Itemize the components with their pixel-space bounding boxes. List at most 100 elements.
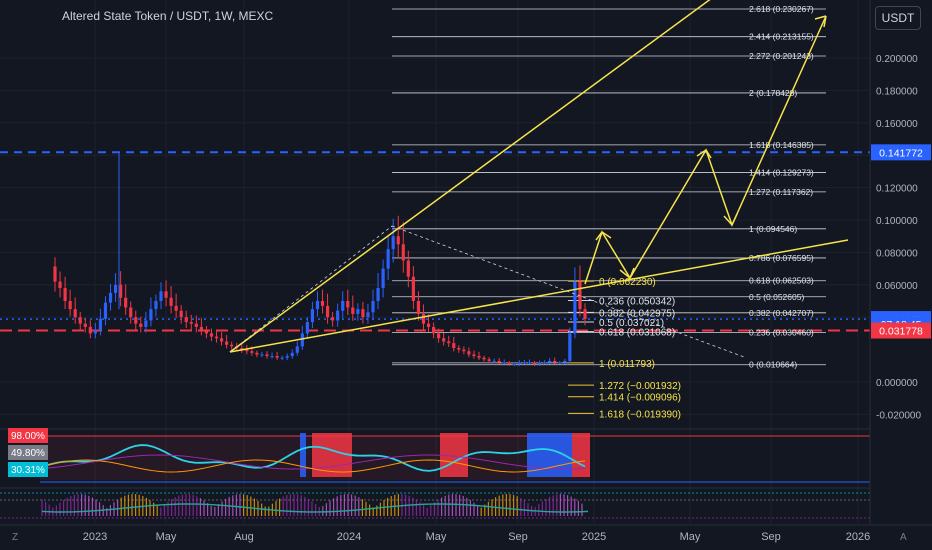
fib-level-label: 0.236 (0.050342)	[599, 296, 675, 307]
rsi-badge-text: 98.00%	[11, 431, 45, 442]
candle-body	[421, 313, 426, 324]
candle-body	[371, 301, 375, 313]
candle-body	[336, 310, 340, 321]
x-tick-label: May	[156, 531, 177, 543]
rsi-ma-line	[44, 459, 586, 473]
fib-level-label: 1.272 (0.117362)	[749, 187, 813, 197]
candle-body	[209, 333, 214, 337]
fib-level-label: 0.786 (0.076595)	[749, 253, 814, 263]
y-tick-label: 0.120000	[876, 184, 918, 195]
candle-body	[376, 288, 380, 301]
price-label-text: 0.031778	[879, 326, 923, 338]
fib-level-label: 2.272 (0.201243)	[749, 51, 814, 61]
candle-body	[401, 244, 405, 261]
candle-body	[250, 351, 254, 353]
fib-level-label: 0.618 (0.031068)	[599, 328, 675, 339]
candle-body	[472, 354, 476, 357]
candle-body	[447, 341, 451, 344]
time-axis[interactable]: 2023 May Aug 2024 May Sep 2025 May Sep 2026 Z A	[0, 524, 932, 543]
candle-body	[184, 317, 188, 323]
fib-level-label: 0 (0.010664)	[749, 360, 797, 370]
candle-body	[331, 317, 335, 321]
candle-body	[260, 354, 264, 356]
candle-body	[139, 323, 143, 327]
fib-level-label: 1 (0.094546)	[749, 224, 797, 234]
y-tick-label: -0.020000	[876, 410, 921, 421]
swing-dashed-line	[229, 225, 393, 353]
candle-body	[563, 360, 567, 363]
fib-level-label: 1.414 (−0.009096)	[599, 393, 681, 404]
candle-body	[179, 310, 183, 318]
candle-body	[305, 322, 309, 334]
y-tick-label: 0.080000	[876, 248, 918, 259]
arrow-head	[705, 149, 712, 159]
candle-body	[558, 362, 562, 364]
candle-body	[214, 336, 219, 339]
candle-body	[194, 323, 198, 327]
rsi-line	[44, 444, 586, 472]
fib-level-label: 0.382 (0.042707)	[749, 308, 814, 318]
candle-body	[532, 362, 537, 365]
arrow-head	[723, 215, 733, 226]
candle-body	[159, 291, 163, 301]
candle-body	[204, 330, 209, 334]
rsi-badge	[8, 428, 48, 443]
candle-body	[502, 362, 506, 364]
candle-body	[507, 362, 511, 365]
candle-body	[230, 344, 234, 347]
candle-body	[98, 318, 103, 331]
projection-path[interactable]	[584, 15, 827, 285]
candle-body	[583, 309, 587, 320]
auto-scale-icon[interactable]: A	[900, 532, 907, 543]
candle-body	[341, 301, 345, 311]
fib-level-label: 0.236 (0.030460)	[749, 328, 814, 338]
candle-body	[553, 360, 557, 363]
candle-body	[300, 333, 304, 347]
y-tick-label: 0.180000	[876, 86, 918, 97]
candle-body	[366, 312, 370, 318]
y-tick-label: 0.060000	[876, 281, 918, 292]
currency-button[interactable]: USDT	[875, 6, 921, 30]
fib-retracement-upper[interactable]: 2.618 (0.230267) 2.414 (0.213155) 2.272 (0…	[392, 4, 826, 370]
fib-level-label: 0.5 (0.052605)	[749, 292, 804, 302]
fib-level-label: 2.414 (0.213155)	[749, 32, 814, 42]
y-tick-label: 0.200000	[876, 54, 918, 65]
timezone-icon[interactable]: Z	[12, 532, 18, 543]
lower-trendline[interactable]	[229, 239, 849, 353]
fib-retracement-lower[interactable]: 0 (0.062230) 0.236 (0.050342)0.382 (0.042…	[392, 277, 681, 420]
price-label-text: 0.141772	[879, 147, 923, 159]
x-tick-label: 2025	[582, 531, 606, 543]
candle-body	[442, 338, 446, 342]
candle-body	[477, 356, 481, 358]
rsi-badge	[8, 462, 48, 477]
candle-body	[149, 309, 153, 321]
candle-body	[88, 326, 92, 334]
x-tick-label: May	[426, 531, 447, 543]
candle-body	[492, 360, 496, 362]
candle-body	[144, 320, 148, 327]
arrow-head	[595, 231, 603, 241]
candle-body	[275, 356, 279, 358]
candle-body	[124, 297, 128, 308]
candle-body	[320, 301, 325, 306]
candle-body	[452, 343, 456, 348]
arrow-head	[629, 267, 635, 279]
upper-trendline[interactable]	[229, 0, 712, 353]
candle-body	[416, 301, 421, 314]
rsi-badge	[8, 445, 48, 460]
candle-body	[270, 356, 274, 358]
candle-body	[522, 362, 527, 364]
candle-body	[129, 307, 133, 318]
osc-line	[41, 503, 589, 513]
price-axis-bg	[870, 0, 932, 525]
fib-level-label: 1 (0.011793)	[599, 359, 655, 370]
candle-body	[351, 307, 355, 314]
candle-body	[391, 236, 395, 250]
rsi-panel: 98.00%49.80%30.31%100.0065.8761.570.00	[0, 425, 932, 491]
symbol-title: Altered State Token / USDT, 1W, MEXC	[62, 9, 274, 23]
price-axis[interactable]: 0.2000000.1800000.1600000.1400000.120000…	[869, 0, 932, 525]
trend-drawings[interactable]	[229, 0, 849, 358]
rsi-badge-text: 30.31%	[11, 465, 45, 476]
candle-body	[537, 362, 542, 365]
